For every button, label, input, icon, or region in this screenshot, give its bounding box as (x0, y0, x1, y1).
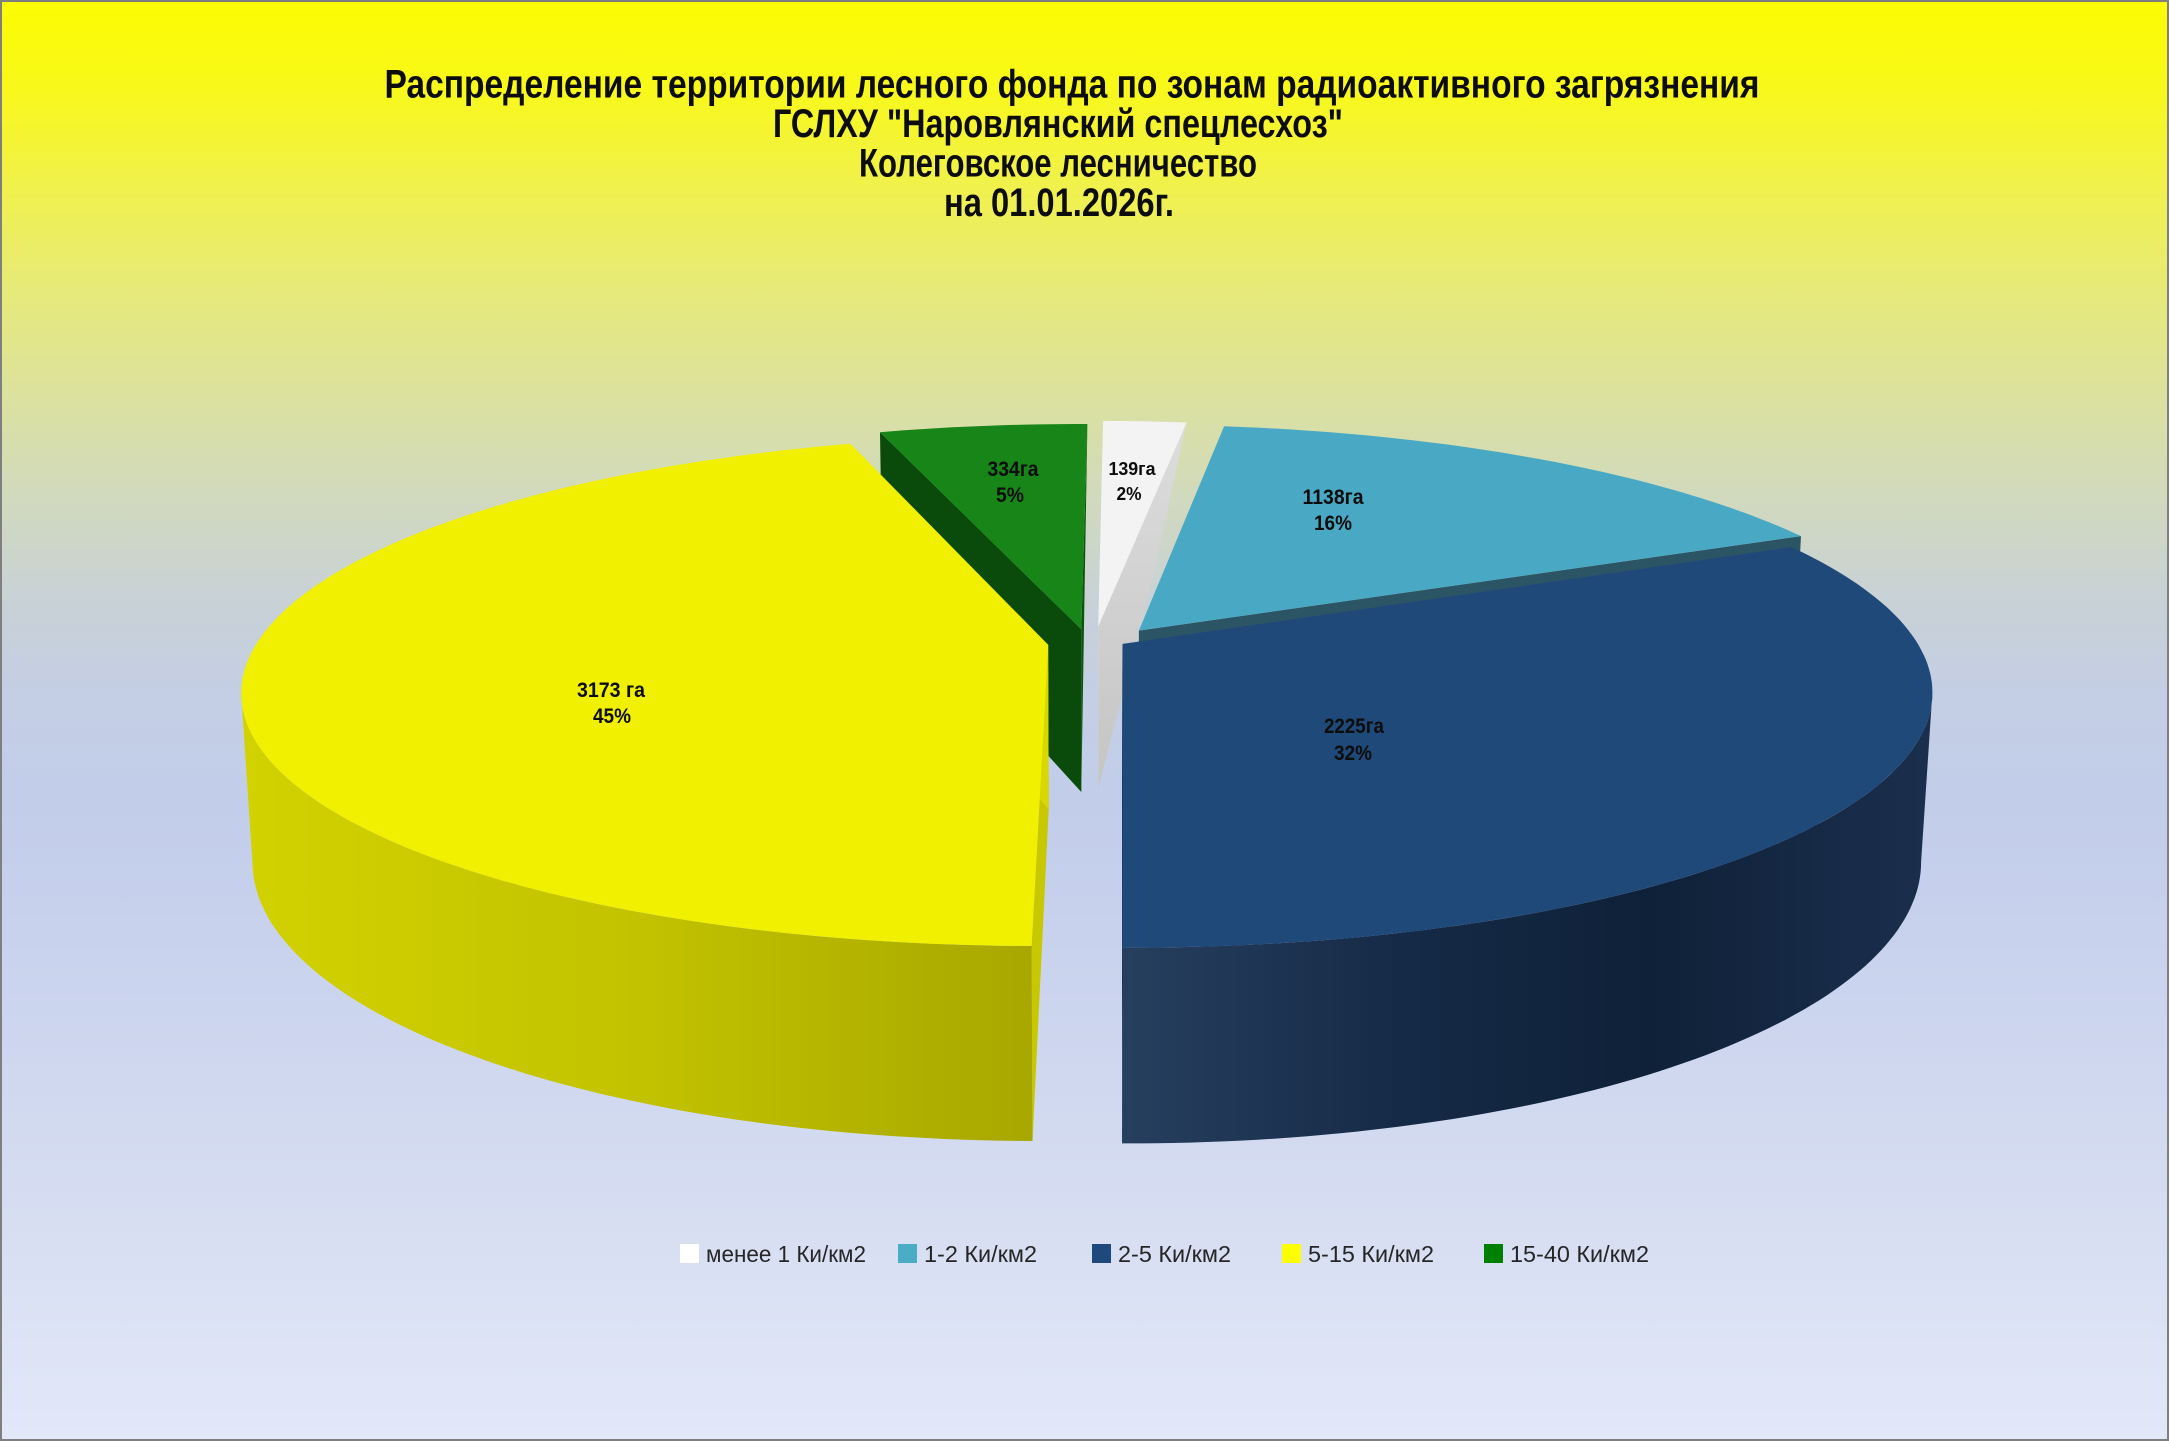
svg-text:32%: 32% (1334, 742, 1372, 765)
svg-text:15-40 Ки/км2: 15-40 Ки/км2 (1510, 1241, 1649, 1267)
svg-text:2225га: 2225га (1324, 715, 1384, 738)
svg-text:1138га: 1138га (1303, 486, 1364, 509)
svg-text:2-5 Ки/км2: 2-5 Ки/км2 (1118, 1241, 1231, 1267)
svg-text:3173 га: 3173 га (577, 679, 645, 702)
svg-text:Распределение территории лесно: Распределение территории лесного фонда п… (385, 63, 1760, 107)
svg-text:2%: 2% (1117, 484, 1142, 504)
svg-text:менее 1 Ки/км2: менее 1 Ки/км2 (706, 1241, 866, 1267)
svg-text:Колеговское лесничество: Колеговское лесничество (859, 142, 1257, 186)
svg-text:45%: 45% (593, 705, 631, 728)
svg-text:5%: 5% (996, 484, 1024, 507)
svg-text:на 01.01.2026г.: на 01.01.2026г. (944, 181, 1174, 225)
svg-text:5-15 Ки/км2: 5-15 Ки/км2 (1308, 1241, 1434, 1267)
svg-text:139га: 139га (1109, 459, 1157, 479)
svg-text:ГСЛХУ "Наровлянский спецлесхоз: ГСЛХУ "Наровлянский спецлесхоз" (773, 102, 1343, 146)
svg-text:334га: 334га (988, 458, 1039, 481)
svg-text:16%: 16% (1314, 512, 1352, 535)
svg-text:1-2 Ки/км2: 1-2 Ки/км2 (924, 1241, 1037, 1267)
